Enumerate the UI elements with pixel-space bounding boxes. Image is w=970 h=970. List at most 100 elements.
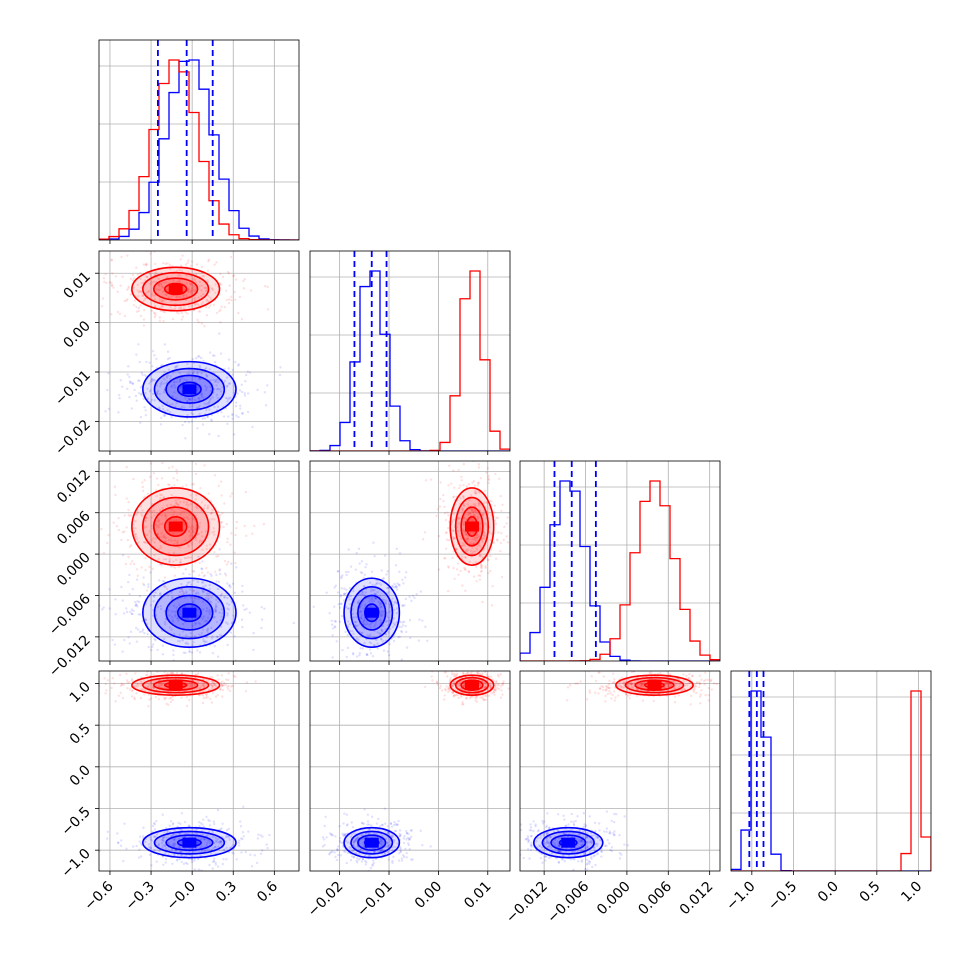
scatter-point — [171, 862, 174, 865]
scatter-point — [482, 513, 485, 516]
scatter-point — [370, 815, 374, 819]
scatter-point — [244, 490, 248, 494]
scatter-point — [127, 580, 130, 584]
scatter-point — [214, 836, 217, 840]
scatter-point — [169, 375, 173, 378]
scatter-point — [225, 834, 228, 838]
y-tick-label: −0.02 — [52, 417, 94, 459]
scatter-point — [499, 550, 502, 553]
scatter-point — [215, 580, 218, 583]
scatter-point — [260, 626, 263, 630]
scatter-point — [266, 308, 270, 311]
scatter-point — [503, 525, 506, 529]
scatter-point — [200, 284, 203, 287]
scatter-point — [129, 630, 133, 634]
scatter-point — [173, 842, 176, 845]
scatter-point — [137, 600, 141, 604]
scatter-point — [125, 526, 128, 529]
scatter-point — [157, 518, 161, 521]
scatter-point — [157, 547, 161, 551]
scatter-point — [598, 687, 602, 690]
scatter-point — [477, 466, 481, 469]
scatter-point — [386, 845, 389, 849]
scatter-point — [164, 540, 167, 543]
scatter-point — [162, 414, 165, 417]
scatter-point — [459, 569, 462, 573]
scatter-point — [231, 412, 234, 416]
scatter-point — [626, 844, 630, 847]
scatter-point — [139, 696, 143, 700]
scatter-point — [128, 514, 131, 518]
panel-frame — [98, 460, 300, 662]
scatter-point — [221, 684, 225, 687]
scatter-point — [219, 839, 223, 843]
scatter-point — [186, 261, 189, 265]
scatter-point — [213, 857, 216, 860]
scatter-point — [163, 535, 166, 539]
scatter-point — [368, 600, 371, 603]
scatter-point — [495, 538, 499, 541]
scatter-point — [110, 283, 114, 287]
scatter-point — [421, 843, 424, 847]
scatter-point — [104, 692, 107, 695]
scatter-point — [461, 671, 465, 675]
scatter-point — [463, 544, 466, 547]
scatter-point — [251, 425, 254, 429]
scatter-point — [580, 859, 584, 862]
scatter-point — [338, 620, 342, 623]
scatter-point — [231, 414, 234, 417]
scatter-point — [142, 576, 145, 579]
scatter-point — [159, 592, 162, 595]
scatter-point — [399, 850, 403, 854]
scatter-point — [199, 854, 202, 857]
scatter-point — [248, 611, 252, 614]
scatter-point — [229, 586, 232, 589]
scatter-point — [118, 312, 122, 316]
scatter-point — [362, 619, 366, 623]
scatter-point — [190, 260, 194, 263]
scatter-point — [496, 834, 498, 836]
scatter-point — [410, 599, 413, 603]
scatter-point — [392, 608, 396, 612]
scatter-point — [473, 489, 476, 492]
scatter-point — [172, 832, 176, 836]
scatter-point — [158, 319, 162, 323]
scatter-point — [421, 619, 424, 622]
scatter-point — [264, 404, 268, 407]
scatter-point — [572, 868, 575, 871]
scatter-point — [190, 651, 194, 654]
scatter-point — [154, 262, 157, 266]
scatter-point — [161, 286, 165, 290]
scatter-point — [131, 279, 135, 282]
scatter-point — [204, 693, 208, 696]
scatter-point — [456, 516, 460, 519]
scatter-point — [150, 309, 153, 313]
scatter-point — [170, 508, 174, 511]
histogram-blue — [99, 59, 299, 240]
scatter-point — [195, 505, 198, 509]
scatter-point — [210, 518, 213, 521]
scatter-point — [213, 616, 216, 619]
scatter-point — [145, 262, 148, 266]
scatter-point — [424, 625, 427, 629]
scatter-point — [482, 537, 486, 540]
scatter-point — [139, 835, 142, 838]
scatter-point — [472, 531, 475, 535]
scatter-point — [361, 620, 365, 624]
scatter-point — [190, 543, 193, 546]
scatter-point — [186, 862, 189, 866]
scatter-point — [443, 505, 446, 509]
panel-frame — [309, 250, 511, 452]
scatter-point — [379, 849, 382, 853]
scatter-point — [370, 618, 373, 621]
scatter-point — [158, 407, 162, 410]
scatter-point — [365, 620, 368, 623]
y-tick-label: −1.0 — [58, 846, 93, 881]
scatter-point — [462, 521, 465, 524]
scatter-point — [452, 469, 455, 472]
scatter-point — [173, 380, 176, 384]
scatter-point — [209, 379, 212, 382]
scatter-point — [594, 842, 598, 846]
scatter-point — [213, 405, 216, 409]
scatter-point — [186, 362, 189, 366]
